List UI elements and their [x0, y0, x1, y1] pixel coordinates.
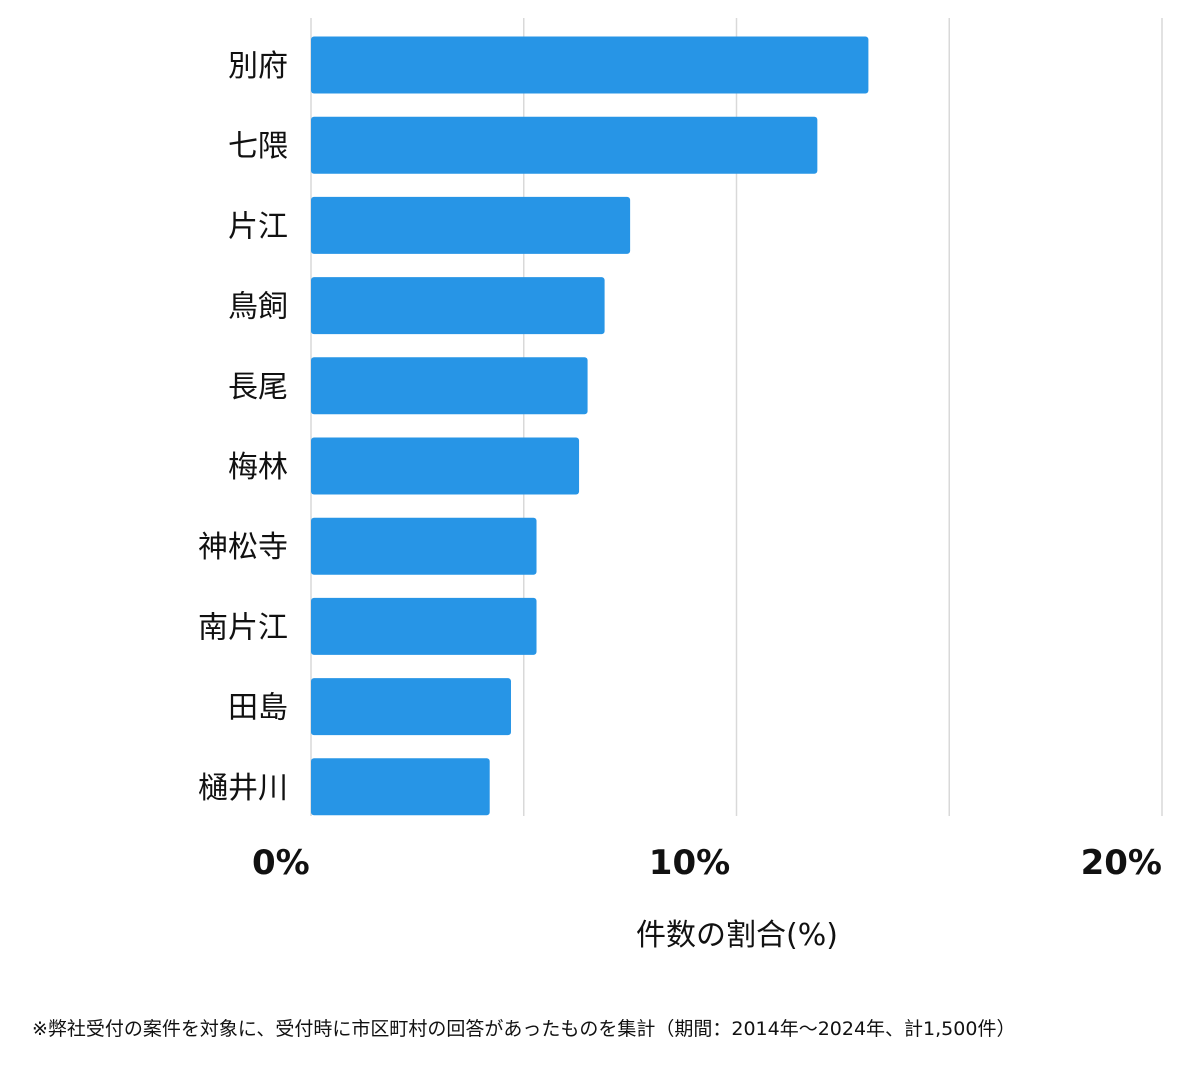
- bar: [311, 357, 588, 415]
- bar: [311, 597, 537, 655]
- category-label: 梅林: [228, 450, 288, 485]
- bar: [311, 116, 818, 174]
- category-label: 長尾: [228, 370, 288, 405]
- bar: [311, 277, 605, 335]
- tick-label: 10%: [649, 843, 730, 883]
- category-label: 鳥飼: [228, 290, 288, 325]
- tick-label: 0%: [252, 843, 310, 883]
- tick-label: 20%: [1081, 843, 1162, 883]
- bar: [311, 36, 869, 94]
- bars: [311, 36, 869, 816]
- tick-labels: 0% 10% 20%: [252, 843, 1162, 883]
- category-label: 片江: [228, 209, 288, 244]
- footnote: ※弊社受付の案件を対象に、受付時に市区町村の回答があったものを集計（期間：201…: [32, 1018, 1016, 1040]
- bar: [311, 437, 580, 495]
- category-label: 別府: [228, 49, 288, 84]
- category-label: 田島: [228, 691, 288, 726]
- category-label: 樋井川: [198, 771, 288, 806]
- category-label: 南片江: [198, 610, 288, 645]
- bar: [311, 678, 511, 736]
- bar: [311, 758, 490, 816]
- bar: [311, 196, 631, 254]
- category-label: 神松寺: [198, 530, 288, 565]
- category-label: 七隈: [228, 129, 288, 164]
- x-axis-title: 件数の割合(%): [636, 918, 838, 953]
- bar: [311, 517, 537, 575]
